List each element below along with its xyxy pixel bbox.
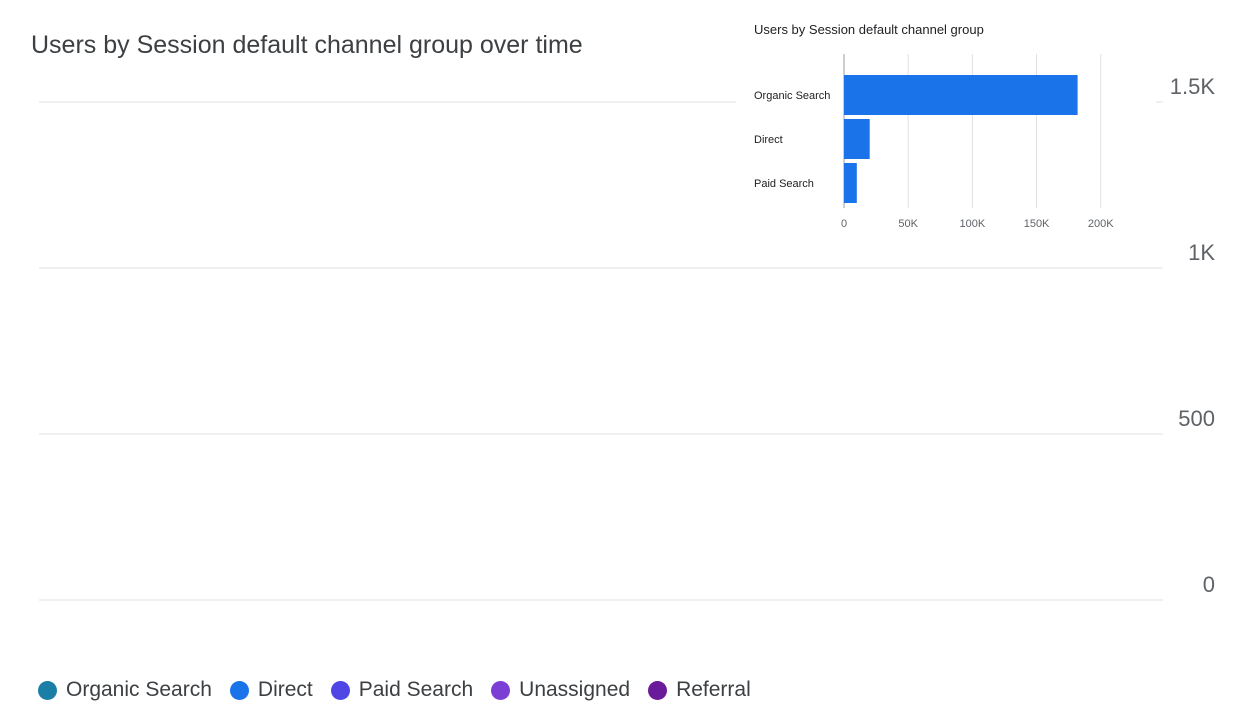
inset-x-tick-label: 100K <box>960 218 986 230</box>
legend-swatch <box>648 680 668 700</box>
inset-x-tick-label: 150K <box>1024 218 1050 230</box>
legend-item-paid-search[interactable]: Paid Search <box>330 678 474 702</box>
inset-x-tick-label: 0 <box>841 218 847 230</box>
inset-bar-chart: Organic Search Direct Paid Search 0 50K 100K… <box>736 8 1156 240</box>
legend-swatch <box>38 680 57 700</box>
y-axis-ticks: 0 500 1K 1.5K <box>1170 74 1216 597</box>
inset-x-tick-label: 200K <box>1088 218 1114 230</box>
y-tick-label: 0 <box>1203 572 1215 597</box>
inset-bar-svg: Organic Search Direct Paid Search 0 50K 100K… <box>754 54 1114 230</box>
y-tick-label: 1K <box>1188 240 1215 265</box>
legend-label: Direct <box>257 678 313 701</box>
inset-chart-title: Users by Session default channel group <box>754 22 984 37</box>
legend-label: Organic Search <box>66 678 212 701</box>
legend-item-unassigned[interactable]: Unassigned <box>491 678 630 702</box>
legend-swatch <box>330 680 350 700</box>
legend-swatch <box>229 680 249 700</box>
chart-title: Users by Session default channel group o… <box>31 31 583 59</box>
legend-item-referral[interactable]: Referral <box>648 678 751 702</box>
y-tick-label: 1.5K <box>1170 74 1216 99</box>
legend-label: Referral <box>676 678 751 701</box>
inset-x-tick-label: 50K <box>898 218 918 230</box>
inset-bar-direct <box>844 119 870 159</box>
inset-bar-paid-search <box>844 163 857 203</box>
inset-x-axis-ticks: 0 50K 100K 150K 200K <box>841 218 1114 230</box>
legend: Organic Search Direct Paid Search Unassigne… <box>38 678 769 702</box>
inset-category-labels: Organic Search Direct Paid Search <box>754 90 830 190</box>
inset-category-label: Paid Search <box>754 178 814 190</box>
inset-category-label: Direct <box>754 134 783 146</box>
inset-bars <box>844 75 1078 203</box>
legend-swatch <box>491 680 511 700</box>
legend-label: Unassigned <box>519 678 631 701</box>
inset-bar-organic-search <box>844 75 1078 115</box>
legend-item-organic-search[interactable]: Organic Search <box>38 678 212 702</box>
inset-category-label: Organic Search <box>754 90 830 102</box>
legend-item-direct[interactable]: Direct <box>229 678 313 702</box>
legend-label: Paid Search <box>358 678 474 701</box>
y-tick-label: 500 <box>1178 406 1215 431</box>
